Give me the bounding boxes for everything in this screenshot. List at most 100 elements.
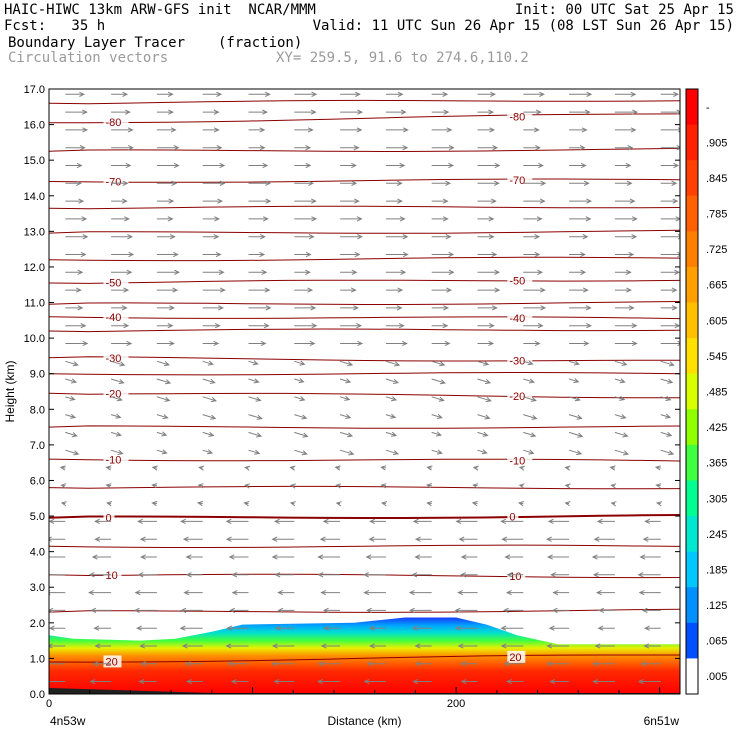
circulation-vector bbox=[294, 360, 306, 366]
circulation-vector bbox=[385, 340, 408, 347]
circulation-vector bbox=[458, 536, 478, 542]
circulation-vector bbox=[569, 287, 589, 293]
circulation-vector bbox=[248, 287, 271, 293]
circulation-vector bbox=[89, 678, 112, 685]
circulation-vector bbox=[569, 91, 593, 97]
circulation-vector bbox=[460, 661, 478, 667]
circulation-vector bbox=[385, 145, 409, 151]
circulation-vector bbox=[500, 518, 524, 525]
circulation-vector bbox=[518, 465, 525, 471]
circulation-vector bbox=[248, 414, 263, 420]
circulation-vector bbox=[93, 625, 112, 631]
circulation-vector bbox=[505, 589, 524, 596]
circulation-vector bbox=[196, 500, 204, 507]
circulation-vector bbox=[60, 501, 67, 507]
circulation-vector bbox=[105, 465, 112, 471]
circulation-vector bbox=[137, 572, 157, 578]
contour-label: -30 bbox=[105, 353, 121, 365]
circulation-vector bbox=[614, 323, 638, 329]
circulation-vector bbox=[614, 269, 632, 275]
circulation-vector bbox=[111, 109, 131, 115]
circulation-vector bbox=[594, 643, 615, 649]
circulation-vector bbox=[385, 269, 407, 275]
circulation-vector bbox=[156, 162, 180, 169]
y-tick-label: 9.0 bbox=[30, 369, 45, 381]
contour-label-bg bbox=[103, 511, 115, 524]
circulation-vector bbox=[88, 589, 112, 596]
circulation-vector bbox=[501, 536, 524, 542]
circulation-vector bbox=[431, 216, 449, 222]
y-tick-label: 15.0 bbox=[24, 155, 45, 167]
contour-label-bg bbox=[507, 312, 533, 325]
circulation-vector bbox=[431, 145, 455, 151]
contour-label: 10 bbox=[509, 571, 521, 583]
x-tick-label: 0 bbox=[46, 698, 52, 710]
circulation-vector bbox=[202, 180, 226, 186]
contour-label: 20 bbox=[509, 652, 521, 664]
circulation-vector bbox=[202, 216, 221, 222]
circulation-vector bbox=[614, 395, 626, 401]
circulation-vector bbox=[506, 678, 524, 685]
y-tick-label: 4.0 bbox=[30, 547, 45, 559]
circulation-vector bbox=[431, 431, 442, 437]
circulation-vector bbox=[614, 216, 638, 222]
circulation-vector bbox=[477, 109, 495, 115]
circulation-vector bbox=[289, 465, 296, 471]
circulation-vector bbox=[111, 287, 130, 293]
circulation-vector bbox=[654, 465, 661, 471]
circulation-vector bbox=[317, 572, 341, 578]
circulation-vector bbox=[65, 449, 80, 456]
circulation-vector bbox=[156, 251, 179, 258]
circulation-vector bbox=[598, 607, 615, 613]
circulation-vector bbox=[592, 572, 615, 578]
circulation-vector bbox=[111, 162, 132, 169]
circulation-vector bbox=[151, 483, 158, 489]
circulation-vector bbox=[477, 305, 498, 311]
circulation-vector bbox=[523, 234, 541, 240]
circulation-vector bbox=[248, 378, 260, 384]
circulation-vector bbox=[569, 340, 590, 347]
circulation-vector bbox=[660, 378, 674, 384]
circulation-vector bbox=[431, 109, 450, 115]
circulation-vector bbox=[385, 396, 398, 402]
circulation-vector bbox=[523, 414, 538, 420]
circulation-vector bbox=[156, 269, 181, 275]
temperature-contour bbox=[49, 371, 680, 376]
circulation-vector bbox=[339, 431, 354, 438]
circulation-vector bbox=[340, 234, 363, 240]
colorbar-label: .605 bbox=[706, 315, 727, 327]
temperature-contour bbox=[49, 301, 680, 305]
circulation-vector bbox=[477, 216, 495, 222]
circulation-vector bbox=[65, 340, 89, 347]
circulation-vector bbox=[294, 109, 317, 115]
circulation-vector bbox=[414, 661, 432, 667]
circulation-vector bbox=[111, 198, 128, 204]
circulation-vector bbox=[202, 109, 220, 115]
circulation-vector bbox=[369, 518, 386, 525]
circulation-vector bbox=[569, 198, 593, 204]
colorbar-swatch bbox=[686, 266, 698, 304]
circulation-vector bbox=[59, 465, 66, 471]
circulation-vector bbox=[426, 465, 433, 471]
circulation-vector bbox=[660, 323, 680, 329]
circulation-vector bbox=[179, 625, 203, 631]
contour-label: -10 bbox=[105, 454, 121, 466]
circulation-vector bbox=[294, 251, 312, 258]
circulation-vector bbox=[94, 536, 112, 542]
circulation-vector bbox=[156, 305, 175, 311]
circulation-vector bbox=[49, 518, 66, 525]
circulation-vector bbox=[610, 483, 617, 489]
circulation-vector bbox=[225, 643, 249, 649]
colorbar-swatch bbox=[686, 302, 698, 339]
contour-label-bg bbox=[507, 389, 533, 402]
circulation-vector bbox=[455, 518, 478, 525]
circulation-vector bbox=[181, 643, 203, 649]
contour-label-bg bbox=[507, 354, 533, 367]
circulation-vector bbox=[65, 360, 79, 367]
contour-label: -50 bbox=[509, 275, 525, 287]
circulation-vector bbox=[90, 607, 112, 613]
colorbar-swatch bbox=[686, 373, 698, 410]
circulation-vector bbox=[369, 643, 386, 649]
circulation-vector bbox=[503, 661, 524, 667]
circulation-vector bbox=[477, 396, 492, 403]
